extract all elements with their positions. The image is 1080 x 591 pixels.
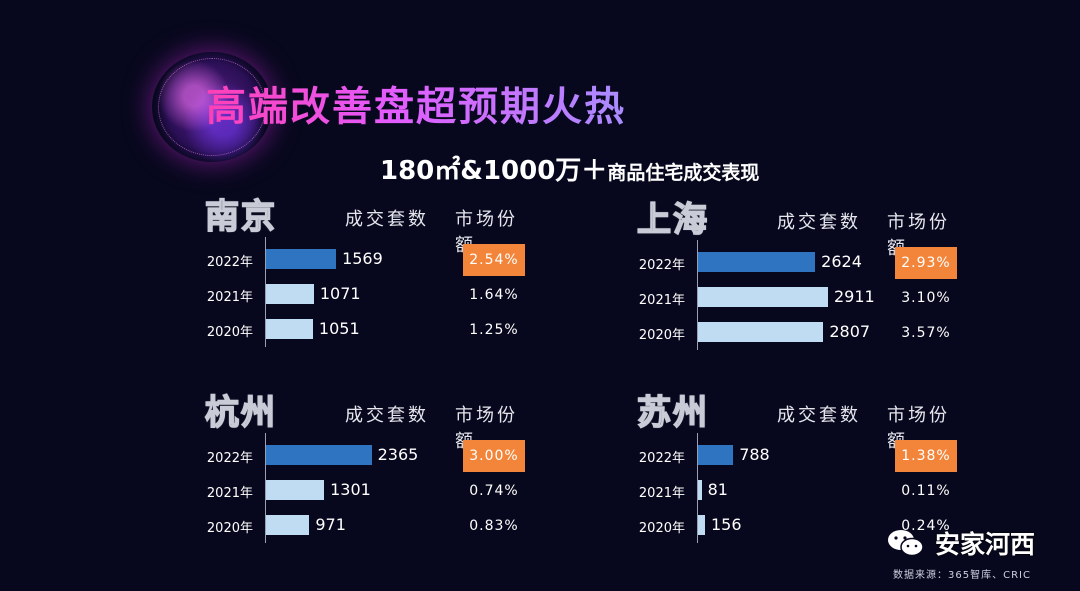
category-axis (697, 240, 698, 350)
value-label: 971 (315, 515, 346, 534)
value-label: 156 (710, 515, 742, 534)
wechat-icon (888, 530, 924, 557)
year-label: 2020年 (638, 328, 685, 343)
value-label: 2624 (821, 252, 862, 271)
category-axis (265, 433, 266, 543)
year-label: 2022年 (206, 255, 253, 270)
year-label: 2022年 (638, 451, 685, 466)
page-subtitle: 180㎡&1000万＋商品住宅成交表现 (380, 150, 759, 187)
city-panel: 上海成交套数市场份额2022年26242.93%2021年29113.10%20… (636, 199, 967, 350)
decorative-orb (152, 52, 272, 162)
category-axis (697, 433, 698, 543)
city-name: 南京 (204, 196, 277, 238)
market-share-highlight: 3.00% (463, 440, 525, 472)
market-share-highlight: 2.54% (463, 244, 525, 276)
year-label: 2020年 (638, 521, 685, 536)
value-label: 2911 (834, 287, 875, 306)
bar (698, 287, 828, 307)
volume-header: 成交套数 (345, 405, 429, 426)
volume-header: 成交套数 (777, 405, 861, 426)
volume-header: 成交套数 (345, 209, 429, 230)
bar (698, 480, 702, 500)
data-source: 数据来源：365智库、CRIC (893, 570, 1031, 581)
subtitle-rest: 商品住宅成交表现 (607, 162, 760, 184)
city-panel: 杭州成交套数市场份额2022年23653.00%2021年13010.74%20… (204, 392, 535, 543)
market-share: 0.11% (901, 483, 951, 499)
value-label: 2807 (829, 322, 871, 341)
year-label: 2022年 (638, 258, 685, 273)
market-share: 1.25% (469, 322, 519, 338)
year-label: 2022年 (206, 451, 253, 466)
year-label: 2020年 (206, 325, 253, 340)
market-share-highlight: 1.38% (895, 440, 957, 472)
value-label: 788 (739, 445, 770, 464)
city-name: 杭州 (204, 392, 277, 434)
year-label: 2021年 (638, 293, 685, 308)
city-name: 上海 (636, 199, 709, 241)
market-share: 3.57% (901, 325, 951, 341)
bar (698, 322, 824, 342)
page-title: 高端改善盘超预期火热 (206, 74, 626, 132)
market-share: 1.64% (469, 287, 519, 303)
category-axis (265, 237, 266, 347)
year-label: 2020年 (206, 521, 253, 536)
bar (698, 445, 734, 465)
bar (266, 445, 372, 465)
bar (266, 515, 310, 535)
market-share: 0.83% (469, 518, 519, 534)
market-share: 3.10% (901, 290, 951, 306)
bar (266, 319, 313, 339)
year-label: 2021年 (206, 290, 253, 305)
bar (698, 515, 705, 535)
volume-header: 成交套数 (777, 212, 861, 233)
value-label: 81 (707, 480, 728, 499)
year-label: 2021年 (638, 486, 685, 501)
value-label: 2365 (377, 445, 419, 464)
bar (266, 480, 325, 500)
city-name: 苏州 (636, 392, 709, 434)
market-share-highlight: 2.93% (895, 247, 957, 279)
value-label: 1071 (319, 284, 361, 303)
value-label: 1051 (318, 319, 360, 338)
bar (266, 249, 337, 269)
subtitle-main: 180㎡&1000万＋ (380, 156, 608, 186)
year-label: 2021年 (206, 486, 253, 501)
value-label: 1569 (342, 249, 383, 268)
bar (698, 252, 816, 272)
city-panel: 南京成交套数市场份额2022年15692.54%2021年10711.64%20… (204, 196, 535, 347)
market-share: 0.74% (469, 483, 519, 499)
market-share: 0.24% (901, 518, 951, 534)
bar (266, 284, 314, 304)
city-panel: 苏州成交套数市场份额2022年7881.38%2021年810.11%2020年… (636, 392, 967, 543)
watermark: 安家河西 (935, 530, 1036, 559)
value-label: 1301 (330, 480, 371, 499)
